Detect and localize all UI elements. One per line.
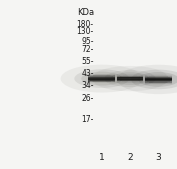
Text: 72-: 72- bbox=[81, 45, 94, 54]
Ellipse shape bbox=[111, 72, 149, 85]
Bar bbox=[145, 81, 172, 82]
Bar bbox=[117, 74, 143, 75]
Bar bbox=[118, 77, 142, 78]
Bar bbox=[120, 80, 140, 81]
Bar bbox=[145, 83, 172, 84]
Bar bbox=[117, 77, 143, 78]
Bar bbox=[88, 76, 115, 77]
Bar bbox=[90, 80, 113, 81]
Text: 95-: 95- bbox=[81, 37, 94, 46]
Text: 34-: 34- bbox=[81, 81, 94, 90]
Ellipse shape bbox=[61, 65, 143, 92]
Text: 55-: 55- bbox=[81, 57, 94, 66]
Bar bbox=[88, 79, 115, 80]
Bar bbox=[88, 77, 115, 78]
Bar bbox=[149, 82, 167, 83]
Bar bbox=[147, 81, 170, 82]
Bar bbox=[145, 79, 172, 80]
Bar bbox=[145, 74, 172, 75]
Bar bbox=[117, 76, 143, 77]
Bar bbox=[152, 83, 165, 84]
Bar bbox=[89, 79, 115, 80]
Text: KDa: KDa bbox=[77, 8, 94, 17]
Bar bbox=[145, 76, 172, 77]
Bar bbox=[145, 75, 172, 76]
Bar bbox=[147, 77, 170, 78]
Bar bbox=[88, 80, 115, 81]
Bar bbox=[117, 74, 143, 75]
Bar bbox=[96, 74, 108, 75]
Bar bbox=[88, 74, 115, 75]
Bar bbox=[145, 82, 172, 83]
Bar bbox=[88, 78, 115, 79]
Bar bbox=[119, 80, 141, 81]
Bar bbox=[122, 81, 138, 82]
Bar bbox=[145, 79, 172, 80]
Bar bbox=[153, 74, 163, 75]
Ellipse shape bbox=[138, 72, 177, 87]
Ellipse shape bbox=[104, 70, 156, 87]
Bar bbox=[145, 80, 172, 81]
Bar bbox=[145, 80, 171, 81]
Bar bbox=[151, 75, 166, 76]
Bar bbox=[88, 79, 115, 80]
Bar bbox=[88, 79, 115, 80]
Ellipse shape bbox=[81, 72, 122, 86]
Ellipse shape bbox=[131, 70, 177, 89]
Bar bbox=[117, 78, 143, 79]
Bar bbox=[88, 76, 115, 77]
Text: 17-: 17- bbox=[81, 115, 94, 124]
Bar bbox=[88, 75, 115, 76]
Bar bbox=[145, 78, 172, 79]
Text: 26-: 26- bbox=[81, 94, 94, 103]
Bar bbox=[117, 80, 143, 81]
Text: 3: 3 bbox=[156, 153, 161, 162]
Bar bbox=[117, 77, 143, 78]
Ellipse shape bbox=[74, 69, 129, 88]
Bar bbox=[118, 77, 142, 78]
Bar bbox=[95, 82, 108, 83]
Bar bbox=[93, 81, 111, 82]
Bar bbox=[117, 81, 143, 82]
Bar bbox=[118, 79, 142, 80]
Bar bbox=[149, 76, 168, 77]
Bar bbox=[117, 79, 143, 80]
Bar bbox=[145, 77, 172, 78]
Bar bbox=[152, 75, 165, 76]
Ellipse shape bbox=[117, 65, 177, 94]
Bar bbox=[145, 75, 172, 76]
Bar bbox=[117, 75, 143, 76]
Bar bbox=[120, 76, 140, 77]
Bar bbox=[145, 78, 172, 79]
Bar bbox=[125, 74, 135, 75]
Bar bbox=[117, 80, 143, 81]
Bar bbox=[88, 80, 115, 81]
Text: 180-: 180- bbox=[77, 20, 94, 29]
Ellipse shape bbox=[92, 66, 169, 91]
Bar bbox=[88, 82, 115, 83]
Bar bbox=[93, 75, 111, 76]
Bar bbox=[91, 76, 113, 77]
Bar bbox=[90, 76, 113, 77]
Bar bbox=[123, 75, 137, 76]
Bar bbox=[89, 77, 115, 78]
Bar bbox=[88, 75, 115, 76]
Bar bbox=[117, 78, 143, 79]
Bar bbox=[88, 81, 115, 82]
Bar bbox=[125, 74, 135, 75]
Text: 43-: 43- bbox=[81, 69, 94, 78]
Text: 1: 1 bbox=[99, 153, 105, 162]
Text: 130-: 130- bbox=[77, 27, 94, 36]
Bar bbox=[90, 80, 114, 81]
Bar bbox=[88, 78, 115, 79]
Bar bbox=[117, 82, 143, 83]
Bar bbox=[93, 75, 110, 76]
Bar bbox=[125, 82, 135, 83]
Text: 2: 2 bbox=[127, 153, 133, 162]
